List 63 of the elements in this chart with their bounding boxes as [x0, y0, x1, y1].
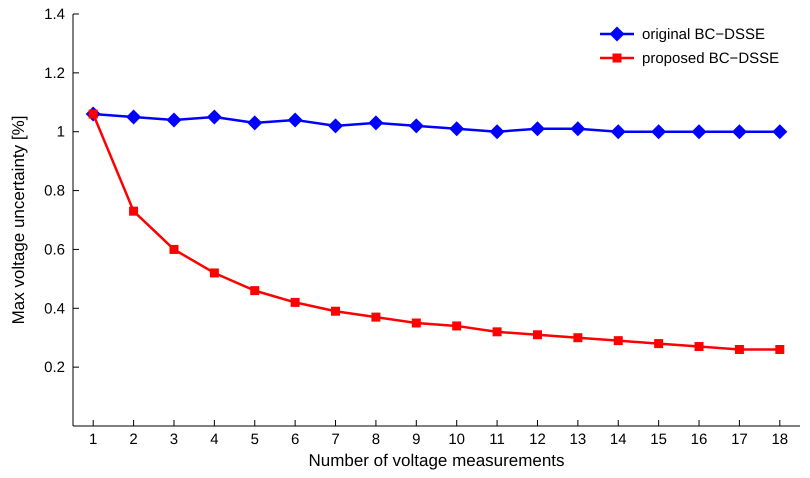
point [126, 110, 142, 124]
legend-label: original BC−DSSE [642, 26, 765, 43]
point [331, 306, 340, 316]
x-tick-label: 12 [529, 431, 546, 448]
point [772, 124, 788, 140]
x-tick-label: 10 [448, 431, 466, 448]
y-tick-label: 1 [56, 124, 65, 141]
x-tick-label: 3 [170, 431, 178, 448]
x-tick-label: 17 [731, 431, 748, 448]
y-tick-label: 0.2 [44, 359, 65, 376]
x-tick-label: 11 [489, 431, 505, 448]
point [247, 115, 262, 130]
point [250, 286, 260, 296]
point [732, 124, 747, 140]
x-tick-label: 18 [771, 431, 788, 448]
y-tick-label: 0.8 [44, 182, 65, 200]
point [210, 268, 219, 278]
point [368, 115, 384, 130]
point [129, 206, 138, 216]
y-tick-label: 0.4 [44, 300, 65, 318]
point [412, 318, 421, 328]
point [573, 333, 582, 342]
point [775, 344, 784, 354]
y-tick-label: 1.4 [44, 6, 65, 23]
point [206, 110, 222, 124]
x-tick-label: 7 [331, 431, 340, 448]
x-tick-label: 9 [412, 431, 420, 448]
point [169, 244, 178, 254]
point [288, 112, 303, 128]
x-tick-label: 14 [610, 431, 627, 448]
point [492, 327, 502, 336]
point [328, 118, 344, 134]
x-tick-label: 15 [650, 431, 667, 448]
x-axis-title: Number of voltage measurements [308, 451, 565, 470]
point [490, 124, 505, 140]
x-tick-label: 6 [290, 431, 300, 448]
y-tick-label: 0.6 [44, 241, 65, 258]
legend-label: proposed BC−DSSE [642, 50, 780, 67]
x-tick-label: 4 [210, 431, 219, 448]
point [452, 321, 462, 330]
point [532, 330, 542, 340]
x-tick-label: 8 [372, 431, 380, 448]
point [614, 336, 623, 346]
point [610, 124, 626, 140]
y-axis-title: Max voltage uncertainty [%] [9, 116, 28, 324]
x-tick-label: 1 [89, 431, 98, 448]
point [570, 121, 586, 136]
point [408, 118, 424, 134]
point [692, 124, 707, 140]
x-tick-label: 2 [129, 431, 138, 448]
point [654, 339, 664, 348]
y-tick-label: 1.2 [44, 64, 65, 82]
x-tick-label: 16 [690, 431, 708, 448]
point [694, 342, 704, 352]
x-tick-label: 5 [250, 431, 259, 448]
point [166, 112, 182, 128]
point [449, 121, 464, 136]
point [290, 298, 300, 307]
point [371, 312, 380, 322]
point [530, 121, 545, 136]
point [734, 344, 744, 354]
point [651, 124, 666, 140]
x-tick-label: 13 [570, 431, 586, 448]
